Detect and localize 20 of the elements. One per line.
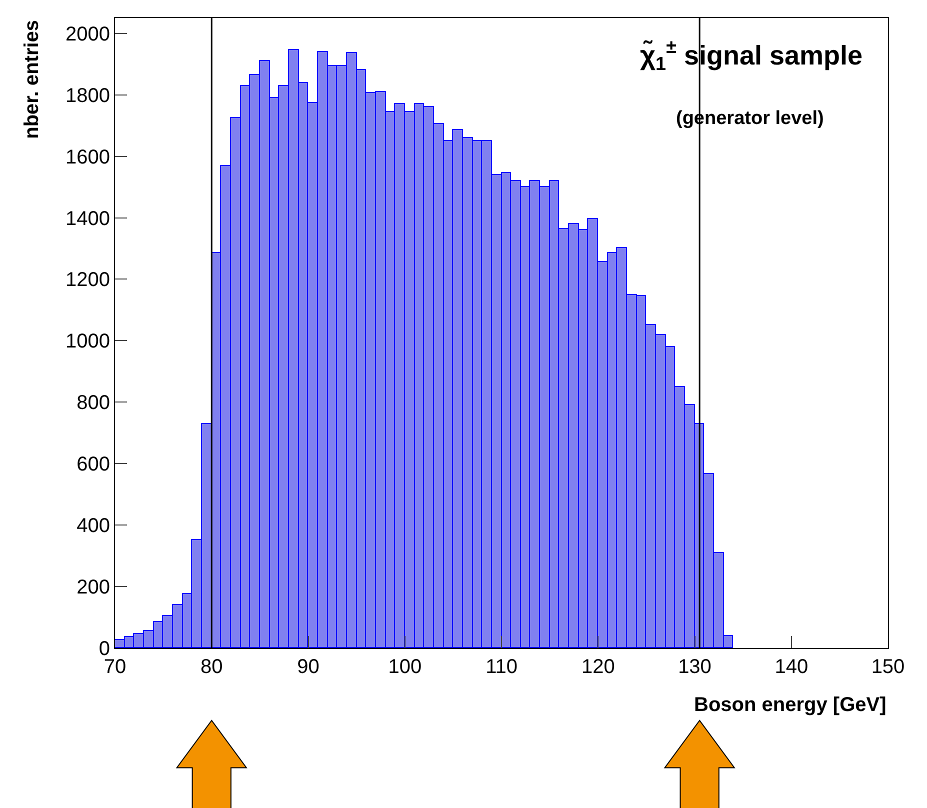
x-tick-label: 140 — [774, 656, 808, 678]
y-tick-label: 1400 — [66, 208, 110, 230]
y-tick-label: 1800 — [66, 84, 110, 107]
y-tick-label: 200 — [76, 576, 110, 599]
y-axis-title: nber. entries — [20, 20, 43, 139]
x-tick-label: 100 — [388, 656, 422, 678]
x-tick-label: 110 — [486, 656, 518, 678]
y-tick-label: 1600 — [66, 146, 110, 168]
y-tick-label: 600 — [76, 454, 110, 476]
x-tick-label: 90 — [297, 656, 320, 678]
y-tick-label: 400 — [76, 515, 110, 538]
y-tick-label: 1200 — [66, 269, 110, 292]
y-tick-label: 1000 — [66, 330, 110, 353]
x-tick-label: 130 — [678, 656, 712, 678]
y-tick-label: 800 — [76, 392, 110, 414]
x-axis-title: Boson energy [GeV] — [694, 694, 886, 716]
x-tick-label: 120 — [581, 656, 615, 678]
y-tick-label: 2000 — [66, 23, 110, 46]
x-tick-label: 80 — [200, 656, 223, 678]
x-tick-label: 150 — [871, 656, 905, 678]
